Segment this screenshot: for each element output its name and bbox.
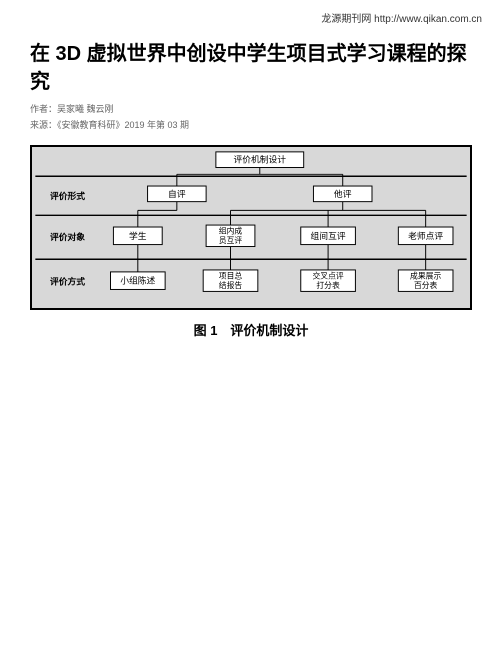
diagram-caption: 图 1 评价机制设计 xyxy=(0,320,502,339)
article-title: 在 3D 虚拟世界中创设中学生项目式学习课程的探究 xyxy=(30,40,472,96)
evaluation-diagram: 评价形式 评价对象 评价方式 评价机制设计 自评 他评 学生 组内成 员互评 xyxy=(32,147,470,308)
node-l2-1-label-a: 组内成 xyxy=(219,225,243,235)
row-label-3: 评价方式 xyxy=(50,276,85,287)
source-line: 来源：《安徽教育科研》2019 年第 03 期 xyxy=(30,118,189,131)
node-l3-0-label: 小组陈述 xyxy=(120,275,155,286)
node-l3-3-label-a: 成果展示 xyxy=(410,270,441,280)
site-name: 龙源期刊网 xyxy=(321,14,371,25)
node-l3-3-label-b: 百分表 xyxy=(414,280,438,290)
node-l2-3-label: 老师点评 xyxy=(408,230,443,241)
author-prefix: 作者： xyxy=(30,104,57,114)
node-l1-1-label: 他评 xyxy=(334,188,352,199)
authors: 吴家曦 魏云刚 xyxy=(57,104,114,114)
source-prefix: 来源： xyxy=(30,120,57,130)
node-l3-1-label-b: 结报告 xyxy=(219,280,243,290)
author-line: 作者：吴家曦 魏云刚 xyxy=(30,102,114,115)
node-l3-2-label-b: 打分表 xyxy=(316,280,340,290)
node-l3-1-label-a: 项目总 xyxy=(219,270,243,280)
node-l2-0-label: 学生 xyxy=(129,230,147,241)
header-source: 龙源期刊网 http://www.qikan.com.cn xyxy=(321,10,482,25)
node-l2-2-label: 组间互评 xyxy=(311,230,346,241)
source: 《安徽教育科研》2019 年第 03 期 xyxy=(57,120,189,130)
row-label-2: 评价对象 xyxy=(50,231,85,242)
row-label-1: 评价形式 xyxy=(50,190,85,201)
node-l2-1-label-b: 员互评 xyxy=(219,236,243,245)
node-root-label: 评价机制设计 xyxy=(233,154,286,165)
site-url: http://www.qikan.com.cn xyxy=(374,14,482,25)
node-l3-2-label-a: 交叉点评 xyxy=(312,270,343,280)
diagram-container: 评价形式 评价对象 评价方式 评价机制设计 自评 他评 学生 组内成 员互评 xyxy=(30,145,472,310)
node-l1-0-label: 自评 xyxy=(168,188,186,199)
